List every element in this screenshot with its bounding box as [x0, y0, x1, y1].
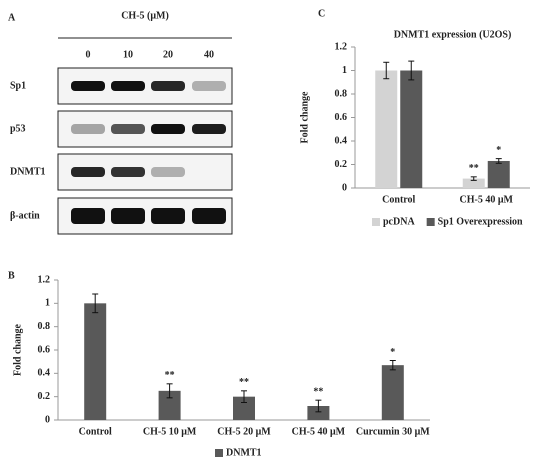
legend-label: DNMT1 — [226, 447, 262, 458]
significance-label: * — [390, 347, 395, 358]
x-tick-label: CH-5 20 μM — [217, 426, 271, 437]
blot-band — [151, 208, 185, 224]
blot-band — [111, 167, 145, 177]
error-bar — [315, 399, 322, 413]
y-tick-label: 0.2 — [335, 159, 348, 170]
bar — [400, 70, 423, 188]
dose-label: 10 — [123, 49, 133, 60]
bar — [233, 396, 255, 420]
y-axis-label: Fold change — [12, 323, 23, 376]
significance-label: ** — [239, 377, 249, 388]
bar — [381, 365, 404, 420]
blot-band — [151, 167, 185, 177]
blot-band — [71, 167, 105, 177]
y-tick-label: 0.8 — [38, 321, 51, 332]
error-bar — [241, 390, 247, 403]
dose-label: 0 — [86, 49, 91, 60]
error-bar — [166, 383, 173, 399]
panel-label: B — [8, 270, 15, 281]
blot-band — [111, 124, 145, 134]
x-tick-label: Control — [382, 194, 415, 205]
y-tick-label: 0.4 — [335, 135, 348, 146]
bar — [307, 406, 330, 420]
bar — [84, 303, 107, 420]
blot-band — [192, 81, 226, 91]
dose-label: 20 — [163, 49, 173, 60]
chart-title: DNMT1 expression (U2OS) — [394, 29, 512, 40]
blot-band — [71, 124, 105, 134]
x-tick-label: CH-5 40 μM — [292, 426, 346, 437]
y-tick-label: 1.2 — [335, 41, 348, 52]
y-axis-label: Fold change — [299, 91, 310, 144]
blot-row-label: p53 — [10, 123, 26, 134]
blot-band — [192, 124, 226, 134]
y-tick-label: 1.2 — [38, 274, 51, 285]
y-tick-label: 0 — [342, 182, 347, 193]
blot-band — [111, 81, 145, 91]
error-bar — [470, 176, 477, 181]
panel-label: C — [318, 8, 325, 19]
y-tick-label: 1 — [45, 298, 50, 309]
bar — [462, 178, 485, 188]
y-tick-label: 0.6 — [38, 344, 51, 355]
blot-row-label: DNMT1 — [10, 166, 46, 177]
y-tick-label: 0 — [45, 414, 50, 425]
x-tick-label: CH-5 40 μM — [460, 194, 514, 205]
blot-band — [151, 124, 185, 134]
bar — [487, 160, 510, 188]
bar — [158, 390, 181, 420]
dose-label: 40 — [204, 49, 214, 60]
blot-row-label: β-actin — [10, 210, 40, 221]
blot-band — [111, 208, 145, 224]
treatment-label: CH-5 (μM) — [121, 10, 169, 21]
error-bar — [389, 360, 396, 371]
significance-label: ** — [165, 370, 175, 381]
x-tick-label: Curcumin 30 μM — [356, 426, 430, 437]
legend-swatch — [372, 218, 380, 226]
y-tick-label: 0.8 — [335, 88, 348, 99]
significance-label: ** — [469, 163, 479, 174]
bar — [375, 70, 398, 188]
blot-band — [151, 81, 185, 91]
x-tick-label: Control — [79, 426, 112, 437]
legend-swatch — [215, 449, 223, 457]
blot-band — [71, 81, 105, 91]
blot-row-label: Sp1 — [10, 80, 26, 91]
significance-label: * — [496, 145, 501, 156]
y-tick-label: 0.2 — [38, 391, 51, 402]
y-tick-label: 0.4 — [38, 368, 51, 379]
y-tick-label: 1 — [342, 65, 347, 76]
blot-band — [71, 208, 105, 224]
legend-swatch — [426, 218, 435, 226]
error-bar — [383, 61, 390, 80]
error-bar — [495, 158, 502, 164]
x-tick-label: CH-5 10 μM — [143, 426, 197, 437]
significance-label: ** — [313, 386, 323, 397]
panel-label: A — [8, 12, 16, 23]
legend-label: Sp1 Overexpression — [438, 216, 523, 227]
error-bar — [408, 60, 415, 81]
legend-label: pcDNA — [383, 216, 415, 227]
y-tick-label: 0.6 — [335, 112, 348, 123]
blot-band — [192, 208, 226, 224]
error-bar — [92, 293, 99, 314]
